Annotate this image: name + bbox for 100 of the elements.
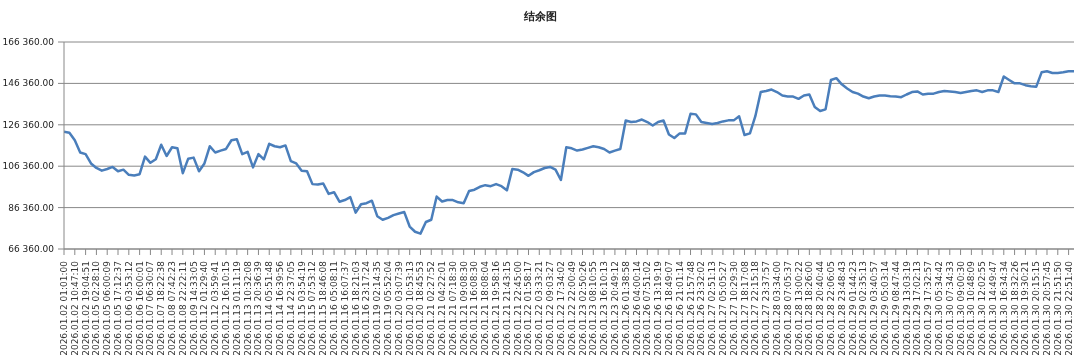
x-tick-label: 2026.01.22 01:58:17	[523, 261, 534, 356]
x-tick-label: 2026.01.29 05:03:14	[879, 260, 890, 356]
x-tick-label: 2026.01.02 01:01:00	[59, 260, 69, 356]
x-tick-label: 2026.01.30 20:15:15	[1031, 261, 1042, 356]
x-tick-label: 2026.01.21 21:43:15	[501, 261, 512, 356]
x-tick-label: 2026.01.07 06:30:07	[145, 261, 156, 356]
x-tick-label: 2026.01.08 07:42:23	[167, 261, 178, 356]
y-tick-label: 166 360.00	[2, 37, 55, 47]
x-tick-label: 2026.01.27 10:29:30	[728, 260, 739, 356]
x-tick-label: 2026.01.21 18:08:04	[480, 260, 491, 356]
x-tick-label: 2026.01.20 10:53:13	[404, 261, 415, 356]
x-tick-label: 2026.01.09 14:33:05	[188, 261, 199, 356]
x-tick-label: 2026.01.29 17:02:13	[912, 261, 923, 356]
x-tick-label: 2026.01.28 20:40:44	[815, 260, 826, 356]
x-tick-label: 2026.01.27 05:05:27	[717, 261, 728, 356]
y-tick-label: 146 360.00	[2, 78, 55, 89]
x-tick-label: 2026.01.29 17:32:57	[923, 261, 934, 356]
x-tick-label: 2026.01.28 07:05:37	[782, 261, 793, 356]
x-tick-label: 2026.01.28 18:26:00	[804, 260, 815, 356]
x-tick-label: 2026.01.22 22:00:49	[566, 260, 577, 356]
x-tick-label: 2026.01.30 09:00:30	[955, 260, 966, 356]
x-tick-label: 2026.01.06 16:00:01	[134, 261, 145, 356]
x-tick-label: 2026.01.30 21:51:50	[1052, 260, 1063, 356]
y-tick-label: 106 360.00	[2, 161, 55, 172]
x-tick-label: 2026.01.28 03:34:00	[771, 260, 782, 356]
x-tick-label: 2026.01.26 04:00:14	[631, 260, 642, 356]
x-tick-label: 2026.01.08 22:22:11	[177, 261, 188, 356]
x-tick-label: 2026.01.15 03:54:19	[296, 260, 307, 356]
x-tick-label: 2026.01.21 16:08:30	[469, 260, 480, 356]
x-tick-label: 2026.01.15 07:53:12	[307, 261, 318, 356]
x-tick-label: 2026.01.26 18:49:07	[663, 261, 674, 356]
x-tick-label: 2026.01.28 13:00:22	[793, 261, 804, 356]
x-tick-label: 2026.01.16 05:08:11	[329, 261, 340, 356]
x-tick-label: 2026.01.28 23:48:43	[836, 261, 847, 356]
x-tick-label: 2026.01.27 18:17:08	[739, 260, 750, 356]
x-tick-label: 2026.01.30 12:02:55	[977, 261, 988, 356]
x-tick-label: 2026.01.30 14:49:47	[987, 261, 998, 356]
x-tick-label: 2026.01.28 22:06:05	[825, 261, 836, 356]
x-tick-label: 2026.01.16 23:17:24	[361, 260, 372, 356]
x-tick-label: 2026.01.29 13:03:19	[901, 260, 912, 356]
x-tick-label: 2026.01.23 20:49:12	[609, 261, 620, 356]
x-tick-label: 2026.01.14 22:37:05	[285, 261, 296, 356]
x-tick-label: 2026.01.30 10:48:09	[966, 260, 977, 356]
x-tick-label: 2026.01.22 09:03:27	[545, 261, 556, 356]
x-tick-label: 2026.01.21 02:27:52	[426, 261, 437, 356]
x-tick-label: 2026.01.20 03:07:39	[393, 260, 404, 356]
y-tick-label: 126 360.00	[2, 119, 55, 130]
x-tick-label: 2026.01.29 02:35:13	[858, 261, 869, 356]
x-tick-label: 2026.01.26 07:51:02	[642, 261, 653, 356]
x-tick-label: 2026.01.14 05:51:48	[264, 260, 275, 356]
x-tick-label: 2026.01.13 10:32:08	[242, 260, 253, 356]
x-tick-label: 2026.01.15 18:46:08	[318, 260, 329, 356]
x-tick-label: 2026.01.02 10:47:10	[69, 260, 80, 356]
x-tick-label: 2026.01.27 23:37:57	[761, 261, 772, 356]
x-tick-label: 2026.01.29 03:40:57	[869, 261, 880, 356]
x-tick-label: 2026.01.23 02:50:26	[577, 260, 588, 356]
chart-title: 结余图	[522, 9, 558, 24]
x-tick-label: 2026.01.30 05:34:42	[933, 261, 944, 356]
x-tick-label: 2026.01.21 09:08:30	[458, 260, 469, 356]
x-tick-label: 2026.01.19 05:52:04	[383, 260, 394, 356]
x-tick-label: 2026.01.05 06:00:09	[102, 260, 113, 356]
x-tick-label: 2026.01.12 16:10:15	[221, 261, 232, 356]
x-tick-label: 2026.01.26 01:38:58	[620, 260, 631, 356]
x-tick-label: 2026.01.26 21:57:48	[685, 260, 696, 356]
x-tick-label: 2026.01.22 03:33:21	[534, 261, 545, 356]
x-tick-label: 2026.01.02 19:04:51	[80, 261, 91, 356]
x-tick-label: 2026.01.21 22:45:00	[512, 260, 523, 356]
x-tick-label: 2026.01.05 02:28:10	[91, 260, 102, 356]
x-tick-label: 2026.01.27 22:15:18	[750, 260, 761, 356]
x-tick-label: 2026.01.21 04:22:01	[437, 261, 448, 356]
x-tick-label: 2026.01.30 19:30:21	[1020, 261, 1031, 356]
x-tick-label: 2026.01.23 08:10:55	[588, 261, 599, 356]
x-tick-label: 2026.01.07 18:22:38	[156, 260, 167, 356]
x-tick-label: 2026.01.14 16:39:56	[275, 260, 286, 356]
x-tick-label: 2026.01.16 18:21:03	[350, 261, 361, 356]
x-tick-label: 2026.01.30 22:51:40	[1063, 260, 1074, 356]
x-tick-label: 2026.01.30 07:34:33	[944, 261, 955, 356]
x-tick-label: 2026.01.30 20:57:45	[1041, 261, 1052, 356]
x-tick-label: 2026.01.05 17:12:37	[113, 261, 124, 356]
x-tick-label: 2026.01.13 01:11:19	[231, 260, 242, 356]
x-tick-label: 2026.01.26 13:19:19	[653, 260, 664, 356]
x-tick-label: 2026.01.21 07:18:30	[447, 260, 458, 356]
x-tick-label: 2026.01.12 03:59:41	[210, 261, 221, 356]
x-tick-label: 2026.01.29 08:47:44	[890, 260, 901, 356]
x-tick-label: 2026.01.12 01:29:40	[199, 260, 210, 356]
x-tick-label: 2026.01.06 03:53:12	[123, 261, 134, 356]
x-tick-label: 2026.01.30 18:32:26	[1009, 260, 1020, 356]
x-tick-label: 2026.01.30 16:34:34	[998, 260, 1009, 356]
x-tick-label: 2026.01.29 01:44:23	[847, 261, 858, 356]
x-tick-label: 2026.01.19 02:14:35	[372, 261, 383, 356]
x-tick-label: 2026.01.21 19:58:16	[491, 260, 502, 356]
x-tick-label: 2026.01.26 21:01:14	[674, 260, 685, 356]
x-tick-label: 2026.01.27 02:51:13	[707, 261, 718, 356]
x-tick-label: 2026.01.23 16:10:13	[599, 261, 610, 356]
y-tick-label: 66 360.00	[8, 244, 55, 254]
x-tick-label: 2026.01.13 20:36:39	[253, 260, 264, 356]
x-tick-label: 2026.01.26 23:32:02	[696, 261, 707, 356]
x-tick-label: 2026.01.20 18:45:53	[415, 261, 426, 356]
x-tick-label: 2026.01.22 17:34:02	[555, 261, 566, 356]
x-tick-label: 2026.01.16 16:07:37	[339, 261, 350, 356]
